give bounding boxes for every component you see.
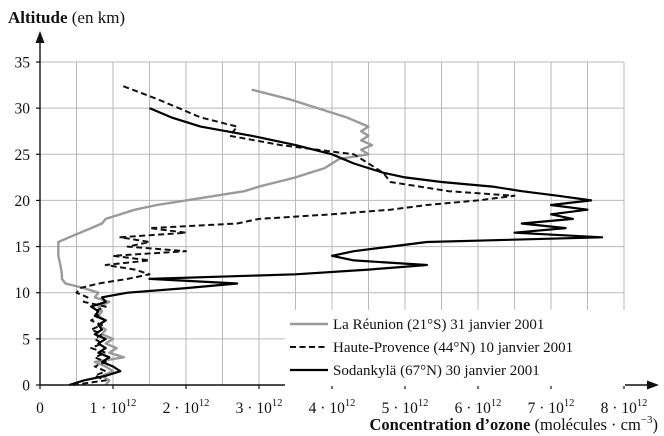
y-axis-arrow <box>35 31 45 43</box>
x-axis-title-close: ) <box>653 415 659 434</box>
legend-item-la-reunion: La Réunion (21°S) 31 janvier 2001 <box>290 317 544 333</box>
legend-label-la-reunion: La Réunion (21°S) 31 janvier 2001 <box>333 317 544 333</box>
legend-background <box>285 310 625 386</box>
legend-label-sodankyla: Sodankylä (67°N) 30 janvier 2001 <box>333 363 540 379</box>
x-tick-label-8: 8 · 1012 <box>601 398 648 417</box>
y-tick-label-15: 15 <box>15 239 31 256</box>
y-tick-label-0: 0 <box>22 378 30 395</box>
x-axis-title-unit: (molécules · cm <box>534 415 640 434</box>
x-tick-label-4: 4 · 1012 <box>309 398 356 417</box>
series-line-1 <box>72 84 516 386</box>
y-axis-title-unit: (en km) <box>72 8 125 27</box>
y-tick-label-5: 5 <box>22 331 30 348</box>
series-line-2 <box>68 107 604 387</box>
x-axis-arrow <box>647 380 659 390</box>
legend: La Réunion (21°S) 31 janvier 2001 Haute-… <box>285 310 625 386</box>
x-tick-label-3: 3 · 1012 <box>236 398 283 417</box>
y-tick-label-35: 35 <box>15 55 31 72</box>
x-tick-label-6: 6 · 1012 <box>455 398 502 417</box>
x-tick-label-5: 5 · 1012 <box>382 398 429 417</box>
legend-label-haute-provence: Haute-Provence (44°N) 10 janvier 2001 <box>333 340 573 356</box>
x-tick-label-2: 2 · 1012 <box>163 398 210 417</box>
y-tick-label-10: 10 <box>15 285 31 302</box>
y-tick-label-20: 20 <box>15 193 31 210</box>
y-axis-title: Altitude (en km) <box>8 8 125 27</box>
x-axis-title-exponent: −3 <box>641 414 653 426</box>
y-axis-title-bold: Altitude <box>8 8 68 27</box>
y-tick-label-25: 25 <box>15 147 31 164</box>
x-axis-title: Concentration d’ozone (molécules · cm−3) <box>370 414 659 434</box>
series-layer <box>57 84 604 387</box>
tick-labels: 0 5 10 15 20 25 30 35 0 1 · 1012 2 · 1012 3 · 1012 4… <box>15 55 648 418</box>
x-tick-label-7: 7 · 1012 <box>528 398 575 417</box>
series-line-0 <box>57 88 374 386</box>
x-axis-title-bold: Concentration d’ozone <box>370 415 531 434</box>
x-tick-label-0: 0 <box>36 400 44 417</box>
x-tick-label-1: 1 · 1012 <box>90 398 137 417</box>
grid <box>40 61 625 385</box>
legend-item-haute-provence: Haute-Provence (44°N) 10 janvier 2001 <box>290 340 573 356</box>
y-tick-label-30: 30 <box>15 101 31 118</box>
legend-item-sodankyla: Sodankylä (67°N) 30 janvier 2001 <box>290 363 540 379</box>
